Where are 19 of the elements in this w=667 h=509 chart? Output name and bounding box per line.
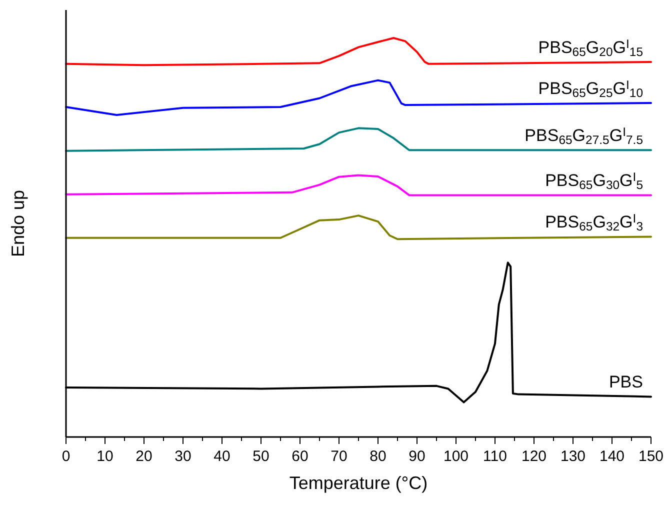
x-tick-label: 130 [560, 448, 586, 465]
x-tick-label: 90 [408, 448, 426, 465]
x-tick-label: 0 [62, 448, 70, 465]
x-tick-label: 20 [136, 448, 152, 465]
series-label: PBS [608, 372, 643, 392]
x-tick-label: 30 [174, 448, 192, 465]
x-axis-title: Temperature (°C) [289, 473, 428, 493]
x-tick-label: 10 [96, 448, 114, 465]
x-tick-label: 60 [292, 448, 308, 465]
x-tick-label: 40 [214, 448, 230, 465]
x-tick-label: 120 [521, 448, 547, 465]
x-tick-label: 150 [638, 448, 664, 465]
x-tick-label: 100 [443, 448, 469, 465]
x-tick-label: 110 [483, 448, 507, 465]
x-tick-label: 70 [330, 448, 348, 465]
x-tick-label: 80 [370, 448, 386, 465]
x-tick-label: 140 [599, 448, 625, 465]
y-axis-title: Endo up [8, 190, 28, 258]
x-tick-label: 50 [252, 448, 270, 465]
